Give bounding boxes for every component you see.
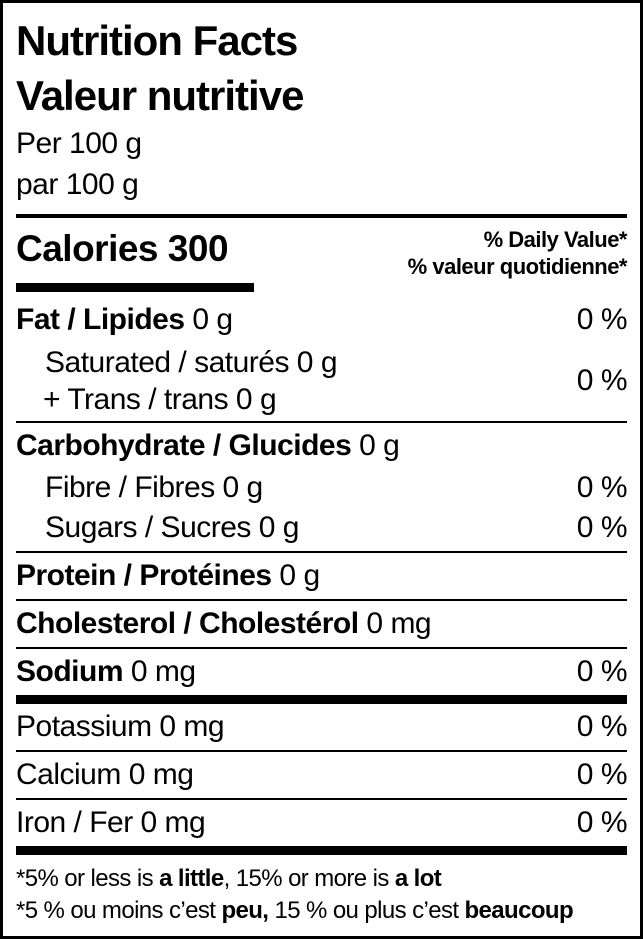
calories-text: Calories 300 <box>16 223 229 275</box>
daily-value-header-fr: % valeur quotidienne* <box>407 254 628 279</box>
footnote-en-bold1: a little <box>159 865 224 892</box>
saturated-line: Saturated / saturés 0 g <box>45 346 338 379</box>
calcium-text: Calcium 0 mg <box>16 758 194 791</box>
cholesterol-name: Cholesterol / Cholestérol <box>16 607 359 640</box>
footnote-en-bold2: a lot <box>394 865 442 892</box>
serving-size-en: Per 100 g <box>16 127 142 160</box>
daily-value-header: % Daily Value* % valeur quotidienne* <box>407 223 628 280</box>
footnote-fr-part2: 15 % ou plus c’est <box>268 897 465 924</box>
row-carbohydrate: Carbohydrate / Glucides 0 g <box>16 421 627 469</box>
carbohydrate-name: Carbohydrate / Glucides <box>16 429 352 462</box>
serving-size-fr: par 100 g <box>16 168 139 201</box>
carbohydrate-text: Carbohydrate / Glucides 0 g <box>16 428 400 463</box>
fat-value: 0 g <box>192 303 233 336</box>
calories-value: 300 <box>167 228 229 269</box>
iron-text: Iron / Fer 0 mg <box>16 806 206 839</box>
daily-value-header-en: % Daily Value* <box>483 227 628 252</box>
sodium-name: Sodium <box>16 655 124 688</box>
sugars-daily-value: 0 % <box>576 511 628 544</box>
fat-name: Fat / Lipides <box>16 303 185 336</box>
sodium-value: 0 mg <box>130 655 196 688</box>
calcium-daily-value: 0 % <box>576 758 628 791</box>
fat-text: Fat / Lipides 0 g <box>16 302 233 337</box>
saturated-trans-daily-value: 0 % <box>576 364 628 397</box>
row-fat: Fat / Lipides 0 g 0 % <box>16 297 628 343</box>
label-header: Nutrition Facts Valeur nutritive Per 100… <box>16 3 627 205</box>
footnote-fr-part1: *5 % ou moins c’est <box>16 897 222 924</box>
footnote-en-part2: , 15% or more is <box>223 865 395 892</box>
sodium-text: Sodium 0 mg <box>16 654 196 689</box>
potassium-daily-value: 0 % <box>576 710 628 743</box>
sugars-text: Sugars / Sucres 0 g <box>45 511 299 544</box>
iron-daily-value: 0 % <box>576 806 628 839</box>
protein-text: Protein / Protéines 0 g <box>16 558 320 593</box>
protein-name: Protein / Protéines <box>16 559 272 592</box>
footnote-en-part1: *5% or less is <box>16 865 160 892</box>
sodium-daily-value: 0 % <box>576 655 628 688</box>
calories-label: Calories <box>16 228 159 269</box>
carbohydrate-value: 0 g <box>359 429 400 462</box>
saturated-trans-text: Saturated / saturés 0 g + Trans / trans … <box>16 344 338 418</box>
footnote-fr-bold1: peu, <box>221 897 269 924</box>
header-rule <box>16 214 627 218</box>
footnote-separator-bar <box>16 846 627 855</box>
calories-underline-bar <box>16 283 254 292</box>
sodium-separator-bar <box>16 695 627 704</box>
footnote: *5% or less is a little, 15% or more is … <box>16 855 627 927</box>
cholesterol-value: 0 mg <box>366 607 432 640</box>
row-cholesterol: Cholesterol / Cholestérol 0 mg <box>16 599 627 647</box>
fibre-daily-value: 0 % <box>576 471 628 504</box>
row-sodium: Sodium 0 mg 0 % <box>16 647 628 695</box>
title-fr: Valeur nutritive <box>16 72 304 119</box>
fat-daily-value: 0 % <box>576 303 628 336</box>
row-protein: Protein / Protéines 0 g <box>16 551 627 599</box>
row-iron: Iron / Fer 0 mg 0 % <box>16 798 628 846</box>
row-potassium: Potassium 0 mg 0 % <box>16 704 628 750</box>
row-saturated-trans: Saturated / saturés 0 g + Trans / trans … <box>16 343 628 421</box>
footnote-fr-bold2: beaucoup <box>464 897 574 924</box>
cholesterol-text: Cholesterol / Cholestérol 0 mg <box>16 606 432 641</box>
fibre-text: Fibre / Fibres 0 g <box>45 471 263 504</box>
footnote-fr: *5 % ou moins c’est peu, 15 % ou plus c’… <box>16 895 627 927</box>
row-fibre: Fibre / Fibres 0 g 0 % <box>16 469 628 508</box>
row-sugars: Sugars / Sucres 0 g 0 % <box>16 508 628 551</box>
trans-line: + Trans / trans 0 g <box>43 383 277 416</box>
calories-row: Calories 300 % Daily Value* % valeur quo… <box>16 218 628 280</box>
footnote-en: *5% or less is a little, 15% or more is … <box>16 863 627 895</box>
protein-value: 0 g <box>279 559 320 592</box>
title-en: Nutrition Facts <box>16 17 298 64</box>
potassium-text: Potassium 0 mg <box>16 710 225 743</box>
row-calcium: Calcium 0 mg 0 % <box>16 750 628 798</box>
